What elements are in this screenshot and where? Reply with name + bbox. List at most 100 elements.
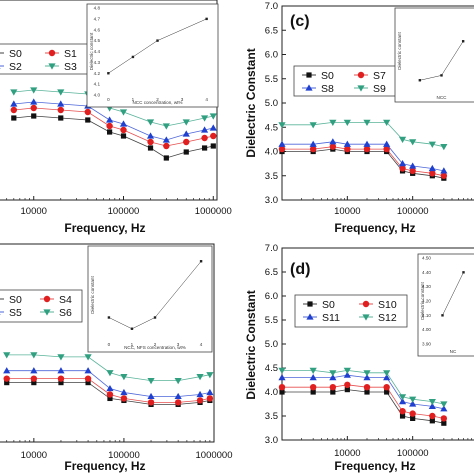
panel-d: 10000 100000 3.0 3.5 4.0 4.5 5.0 5.5 6.0 6.5 7.0 S0… — [244, 243, 474, 473]
legend-box — [293, 65, 399, 97]
inset-x-tick-label-3: 3 — [177, 342, 180, 347]
series-S9-point-6 — [398, 136, 407, 143]
series-S11-point-2 — [329, 374, 337, 381]
legend-marker-S2 — [0, 67, 1, 69]
series-S1 — [10, 104, 217, 150]
panel-c-letter: (c) — [290, 13, 310, 30]
panel-c-plot-layer: 10000 100000 3.0 3.5 4.0 4.5 5.0 5.5 6.0 6.5 7.0 S0… — [265, 1, 474, 217]
inset-frame — [86, 3, 219, 108]
series-S1-line — [13, 107, 214, 147]
series-S11-line — [282, 374, 444, 410]
inset-y-tick-label-0: 3.90 — [422, 342, 431, 347]
series-S5-point-0 — [3, 367, 11, 374]
series-S0-point-4 — [106, 129, 113, 135]
series-S0-point-1 — [31, 380, 37, 386]
series-S7-point-9 — [440, 172, 448, 179]
y-tick-label-6: 6.0 — [265, 50, 278, 61]
series-S8-point-6 — [398, 160, 407, 167]
legend-marker-S0 — [306, 72, 312, 78]
series-S6-point-0 — [3, 352, 11, 359]
series-S5-point-8 — [196, 390, 204, 398]
series-S4-point-7 — [174, 399, 182, 406]
panel-d-ylabel: Dielectric Constant — [244, 290, 258, 399]
legend: S0 S7 S8 S9 — [293, 65, 399, 97]
series-S0-point-3 — [85, 380, 91, 386]
inset-xlabel: NCC — [437, 95, 448, 100]
series-S2-point-5 — [119, 120, 128, 127]
y-tick-label-2: 4.0 — [265, 147, 278, 158]
series-S0-point-2 — [58, 115, 64, 121]
series-S10-point-5 — [383, 384, 390, 391]
series-S2-line — [13, 101, 214, 141]
series-S8-point-7 — [409, 162, 417, 169]
legend: S0 S10 S11 S12 — [294, 294, 408, 328]
inset-ylabel: Dielectric constant — [420, 282, 425, 320]
series-S0-point-9 — [441, 420, 447, 426]
series-S7-point-2 — [329, 143, 337, 150]
x-tick-label-0: 10000 — [21, 450, 47, 461]
series-S4-point-5 — [120, 395, 128, 402]
legend-marker-S12 — [362, 314, 370, 321]
series-S1-point-8 — [183, 138, 190, 146]
series-S8-point-5 — [383, 140, 391, 147]
series-S6-point-1 — [30, 352, 38, 359]
series-S3-point-9 — [200, 115, 209, 122]
series-S7 — [278, 143, 448, 179]
series-S6-point-3 — [84, 354, 92, 361]
series-S8-point-0 — [278, 140, 286, 147]
series-S7-point-0 — [278, 145, 286, 153]
series-S6-point-4 — [106, 370, 114, 377]
series-S12-point-0 — [278, 367, 286, 374]
inset-point-2 — [153, 316, 157, 319]
inset-y-tick-label-1: 4.00 — [422, 327, 431, 332]
series-S5-point-1 — [30, 367, 38, 374]
x-tick-label-1: 100000 — [108, 206, 140, 217]
y-tick-label-5: 5.5 — [265, 315, 278, 326]
x-tick-label-1: 100000 — [397, 448, 429, 459]
y-tick-label-5: 5.5 — [265, 74, 278, 85]
y-tick-label-3: 4.5 — [265, 363, 278, 374]
series-S11-point-0 — [278, 374, 286, 381]
series-S12-point-8 — [428, 399, 436, 406]
series-S12-point-4 — [363, 370, 371, 377]
x-tick-label-1: 100000 — [108, 450, 140, 461]
series-S9-point-7 — [409, 139, 417, 146]
legend-box — [0, 289, 83, 323]
legend-marker-S3 — [48, 63, 56, 70]
series-S10-point-2 — [329, 384, 337, 391]
panel-lower-left-plot-layer: 10000 100000 1000000 S0 S4 S5 S6 NCC, NFS conce… — [0, 245, 232, 461]
legend-marker-S9 — [357, 85, 365, 92]
series-S7-point-7 — [409, 167, 416, 175]
series-S1-point-7 — [163, 142, 170, 150]
series-S11-point-9 — [440, 405, 448, 412]
inset: NCC, NFS concentration, wt% Dielectric co… — [87, 245, 213, 353]
inset-y-tick-label-8: 4.8 — [94, 6, 101, 11]
legend-label-S8: S8 — [321, 83, 334, 95]
series-S11-point-4 — [363, 374, 371, 381]
series-S4-point-6 — [147, 399, 155, 406]
inset-x-tick-label-2: 2 — [156, 97, 159, 102]
series-S3-point-8 — [182, 119, 190, 126]
series-S9-line — [282, 122, 444, 148]
inset-y-tick-label-4: 4.30 — [422, 284, 431, 289]
series-S4-point-2 — [57, 375, 65, 382]
series-S5-point-3 — [84, 367, 92, 374]
legend-label-S3: S3 — [64, 61, 77, 73]
x-tick-label-0: 10000 — [21, 206, 47, 217]
inset-point-2 — [156, 39, 159, 42]
inset: NCC concentration, wt% Dielectric constan… — [86, 3, 219, 108]
series-S3-point-0 — [10, 89, 18, 96]
x-tick-label-0: 10000 — [334, 448, 360, 459]
inset-line — [108, 18, 207, 74]
y-tick-label-7: 6.5 — [265, 267, 278, 278]
series-S10-point-8 — [429, 412, 436, 420]
inset-frame — [87, 245, 213, 353]
series-S1-point-3 — [84, 108, 91, 116]
series-S0-point-5 — [120, 133, 127, 139]
series-S11-point-5 — [383, 374, 391, 381]
series-S7-point-3 — [344, 145, 351, 153]
panel-c-xlabel: Frequency, Hz — [334, 221, 415, 235]
legend-label-S7: S7 — [373, 70, 386, 82]
inset-frame — [394, 7, 474, 103]
legend-label-S5: S5 — [9, 307, 22, 319]
